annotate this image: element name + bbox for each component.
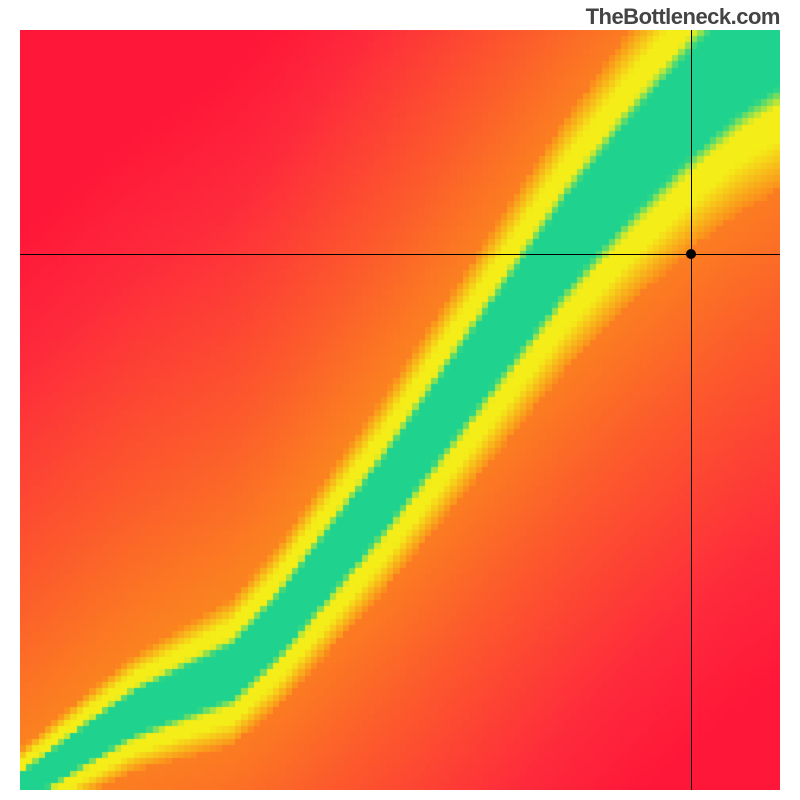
- marker-point: [686, 249, 696, 259]
- heatmap-chart: [20, 30, 780, 790]
- crosshair-horizontal: [20, 254, 780, 255]
- heatmap-canvas: [20, 30, 780, 790]
- watermark-text: TheBottleneck.com: [586, 4, 780, 30]
- crosshair-vertical: [691, 30, 692, 790]
